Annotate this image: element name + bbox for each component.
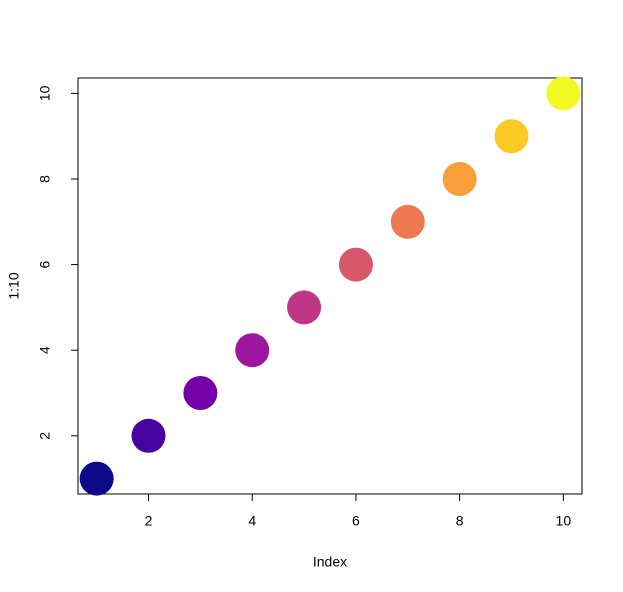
y-tick-label: 2 [37,432,53,440]
x-tick-label: 2 [145,513,153,529]
point [494,119,529,154]
point [546,76,581,111]
y-tick-label: 6 [37,260,53,268]
plot-box [77,77,583,495]
x-tick-label: 4 [248,513,256,529]
point [287,290,322,325]
y-tick-label: 4 [37,346,53,354]
x-axis-label: Index [313,554,347,570]
y-tick-label: 8 [37,175,53,183]
point [79,461,114,496]
x-tick-label: 8 [456,513,464,529]
x-tick-label: 10 [556,513,572,529]
y-axis-label: 1:10 [6,272,22,299]
point [442,162,477,197]
point [390,204,425,239]
point [338,247,373,282]
point [235,333,270,368]
point [183,375,218,410]
x-tick-label: 6 [352,513,360,529]
point [131,418,166,453]
y-tick-label: 10 [37,85,53,101]
